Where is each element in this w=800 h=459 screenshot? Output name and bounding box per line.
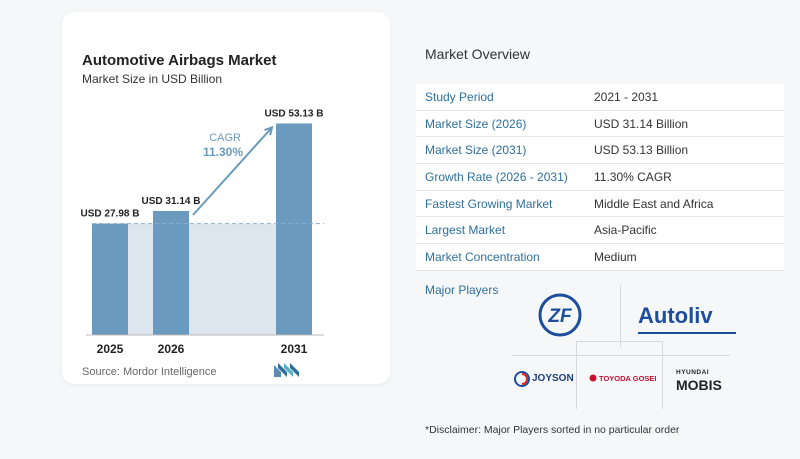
x-tick-label: 2026	[158, 342, 185, 356]
overview-label: Market Concentration	[425, 249, 540, 264]
source-note: Source: Mordor Intelligence	[82, 366, 217, 378]
overview-row: Market Size (2031) USD 53.13 Billion	[416, 137, 784, 165]
shade-band	[128, 223, 276, 335]
cagr-label: CAGR	[209, 132, 241, 144]
mobis-logo-text: MOBIS	[676, 377, 722, 393]
hyundai-logo-text: HYUNDAI	[676, 369, 710, 376]
autoliv-underline	[638, 332, 736, 334]
chart-title: Automotive Airbags Market	[82, 52, 277, 69]
bar	[92, 223, 128, 335]
overview-row: Largest Market Asia-Pacific	[416, 217, 784, 245]
toyoda-gosei-icon	[589, 374, 597, 382]
zf-logo: ZF	[538, 293, 582, 337]
overview-value: USD 53.13 Billion	[594, 143, 689, 158]
x-tick-label: 2025	[97, 342, 124, 356]
overview-row: Market Size (2026) USD 31.14 Billion	[416, 110, 784, 138]
overview-value: 2021 - 2031	[594, 89, 659, 104]
bar-value-label: USD 27.98 B	[81, 209, 140, 220]
chart-subtitle: Market Size in USD Billion	[82, 72, 223, 86]
joyson-logo: JOYSON	[532, 373, 574, 384]
bar	[276, 123, 312, 335]
overview-value: USD 31.14 Billion	[594, 116, 689, 131]
overview-row: Fastest Growing Market Middle East and Af…	[416, 190, 784, 218]
overview-label: Market Size (2026)	[425, 116, 527, 131]
overview-value: Medium	[594, 249, 637, 264]
overview-label: Fastest Growing Market	[425, 196, 553, 211]
players-title: Major Players	[425, 283, 499, 297]
overview-label: Growth Rate (2026 - 2031)	[425, 169, 568, 184]
bar	[153, 211, 189, 335]
cagr-value: 11.30%	[203, 145, 243, 159]
overview-title: Market Overview	[425, 46, 531, 62]
overview-value: 11.30% CAGR	[594, 169, 672, 184]
cagr-arrow-head	[264, 125, 274, 136]
bar-chart: USD 27.98 B 2025 USD 31.14 B 2026 USD 53.13 …	[81, 108, 324, 356]
players-grid: ZF Autoliv JOYSON TOYODA GOSEI HYUNDAI M…	[500, 285, 740, 410]
mordor-logo-icon	[274, 363, 299, 377]
cagr-arrow	[192, 126, 273, 216]
bar-value-label: USD 31.14 B	[142, 196, 201, 207]
toyoda-gosei-logo: TOYODA GOSEI	[599, 374, 657, 383]
joyson-swirl-icon	[514, 371, 530, 387]
overview-row: Study Period 2021 - 2031	[416, 84, 784, 111]
chart-card: Automotive Airbags Market Market Size in…	[62, 12, 390, 384]
overview-label: Market Size (2031)	[425, 143, 527, 158]
overview-label: Largest Market	[425, 223, 506, 238]
overview-row: Growth Rate (2026 - 2031) 11.30% CAGR	[416, 164, 784, 191]
overview-row: Market Concentration Medium	[416, 244, 784, 271]
overview-value: Asia-Pacific	[594, 223, 657, 238]
bar-value-label: USD 53.13 B	[265, 108, 324, 119]
disclaimer: *Disclaimer: Major Players sorted in no …	[425, 424, 680, 436]
overview-label: Study Period	[425, 89, 494, 104]
zf-logo-text: ZF	[547, 306, 573, 327]
overview-table: Study Period 2021 - 2031 Market Size (2026…	[416, 84, 784, 271]
overview-value: Middle East and Africa	[594, 196, 714, 211]
x-tick-label: 2031	[281, 342, 308, 356]
autoliv-logo: Autoliv	[638, 303, 713, 328]
